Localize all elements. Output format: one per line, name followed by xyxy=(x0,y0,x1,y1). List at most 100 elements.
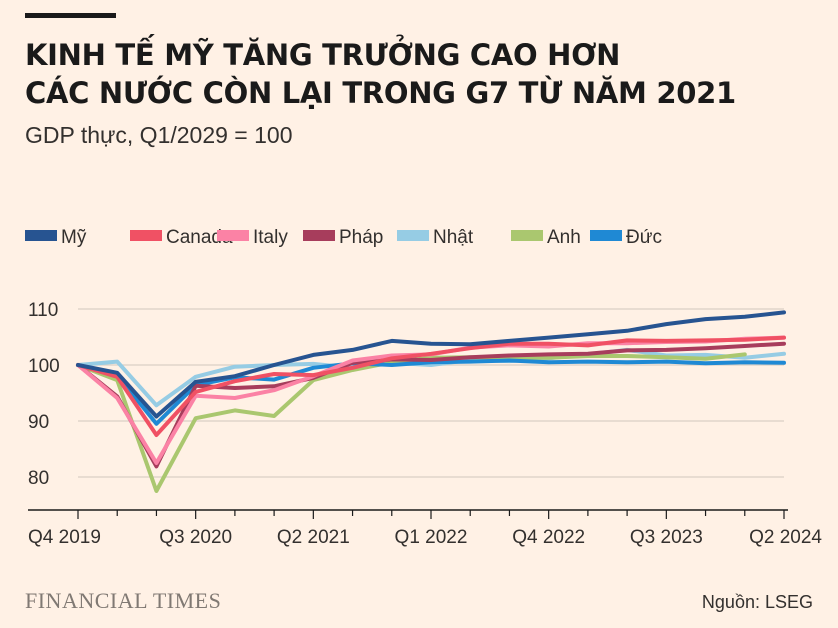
x-tick-label-3: Q1 2022 xyxy=(395,527,468,548)
data-point-3-11 xyxy=(507,353,512,358)
data-point-0-6 xyxy=(311,362,315,366)
data-point-1-14 xyxy=(625,354,629,358)
data-point-6-14 xyxy=(625,329,629,333)
data-point-6-7 xyxy=(350,348,355,352)
data-point-5-14 xyxy=(625,338,629,342)
legend-item: Đức xyxy=(590,227,662,249)
data-point-6-11 xyxy=(507,339,512,343)
data-point-6-17 xyxy=(743,315,747,319)
legend-label: Nhật xyxy=(433,227,474,248)
data-point-4-4 xyxy=(233,396,237,400)
data-point-4-2 xyxy=(154,461,159,465)
data-point-6-12 xyxy=(547,335,551,340)
data-point-6-9 xyxy=(429,342,433,346)
data-point-0-4 xyxy=(233,365,237,369)
legend-swatch xyxy=(217,230,249,242)
data-point-2-11 xyxy=(507,358,512,363)
data-point-3-13 xyxy=(586,352,590,356)
chart-title-line2: CÁC NƯỚC CÒN LẠI TRONG G7 TỪ NĂM 2021 xyxy=(25,76,736,110)
legend-item: Canada xyxy=(130,227,233,249)
data-point-5-18 xyxy=(782,335,786,340)
chart-title: KINH TẾ MỸ TĂNG TRƯỞNG CAO HƠN CÁC NƯỚC … xyxy=(25,36,805,112)
chart-subtitle: GDP thực, Q1/2029 = 100 xyxy=(25,122,293,148)
data-point-3-17 xyxy=(743,344,747,348)
data-point-5-15 xyxy=(664,339,668,343)
data-point-6-0 xyxy=(76,363,80,367)
data-point-3-14 xyxy=(625,348,629,353)
data-point-0-3 xyxy=(194,375,198,379)
x-tick-label-5: Q3 2023 xyxy=(630,527,703,548)
data-point-2-18 xyxy=(782,361,786,365)
data-point-5-7 xyxy=(350,366,355,370)
data-point-6-15 xyxy=(664,322,668,326)
y-tick-label-80: 80 xyxy=(28,468,49,489)
legend-swatch xyxy=(397,230,429,242)
data-point-6-10 xyxy=(468,342,472,346)
legend-label: Mỹ xyxy=(61,227,87,248)
legend-swatch xyxy=(25,230,57,242)
data-point-2-17 xyxy=(743,360,747,364)
legend-item: Mỹ xyxy=(25,227,86,249)
legend-label: Italy xyxy=(253,227,288,248)
legend-item: Pháp xyxy=(303,227,383,249)
data-point-2-5 xyxy=(272,377,276,382)
data-point-6-13 xyxy=(586,332,590,336)
data-point-5-13 xyxy=(586,343,590,347)
data-point-3-18 xyxy=(782,342,786,346)
legend-item: Anh xyxy=(511,227,581,249)
data-point-2-8 xyxy=(390,363,394,367)
data-point-6-2 xyxy=(154,414,159,419)
data-point-3-9 xyxy=(429,358,433,362)
data-point-6-6 xyxy=(311,353,315,357)
data-point-5-6 xyxy=(311,373,315,377)
legend-item: Italy xyxy=(217,227,288,249)
data-point-1-17 xyxy=(743,352,747,356)
data-point-1-5 xyxy=(272,414,276,418)
data-point-3-16 xyxy=(703,346,708,350)
x-tick-label-2: Q2 2021 xyxy=(277,527,350,548)
data-point-4-7 xyxy=(350,358,355,363)
data-point-3-4 xyxy=(233,386,237,390)
legend-item: Nhật xyxy=(397,227,473,249)
data-point-3-2 xyxy=(154,464,159,468)
legend-label: Đức xyxy=(626,227,662,248)
data-point-5-12 xyxy=(547,342,551,346)
data-point-0-1 xyxy=(115,360,119,364)
data-point-6-18 xyxy=(782,310,786,314)
data-point-6-3 xyxy=(194,380,198,384)
data-point-2-15 xyxy=(664,360,668,364)
data-point-2-10 xyxy=(468,360,472,364)
data-point-6-4 xyxy=(233,374,237,378)
legend-label: Anh xyxy=(547,227,581,248)
x-tick-label-6: Q2 2024 xyxy=(749,527,822,548)
x-tick-label-4: Q4 2022 xyxy=(512,527,585,548)
data-point-0-17 xyxy=(743,356,747,360)
data-point-6-16 xyxy=(703,317,708,321)
data-point-5-8 xyxy=(390,356,394,360)
data-point-2-12 xyxy=(547,360,551,364)
data-point-6-8 xyxy=(390,339,394,343)
data-point-5-17 xyxy=(743,338,747,342)
data-point-6-1 xyxy=(115,371,119,375)
data-point-4-5 xyxy=(272,388,276,392)
data-point-1-3 xyxy=(194,416,198,420)
y-tick-label-90: 90 xyxy=(28,412,49,433)
data-point-1-15 xyxy=(664,355,668,359)
data-point-5-5 xyxy=(272,372,276,376)
legend-label: Pháp xyxy=(339,227,384,248)
data-point-5-2 xyxy=(154,433,159,437)
data-point-2-6 xyxy=(311,366,315,370)
data-point-3-5 xyxy=(272,384,276,388)
data-point-5-16 xyxy=(703,338,708,342)
data-point-2-16 xyxy=(703,361,708,365)
y-tick-label-100: 100 xyxy=(28,356,60,377)
data-point-3-12 xyxy=(547,352,551,356)
chart-title-line1: KINH TẾ MỸ TĂNG TRƯỞNG CAO HƠN xyxy=(25,38,621,72)
data-point-2-2 xyxy=(154,422,159,426)
data-point-1-4 xyxy=(233,408,237,412)
data-point-3-10 xyxy=(468,355,472,359)
legend-swatch xyxy=(590,230,622,242)
data-point-0-16 xyxy=(703,353,708,357)
y-tick-label-110: 110 xyxy=(28,300,58,321)
